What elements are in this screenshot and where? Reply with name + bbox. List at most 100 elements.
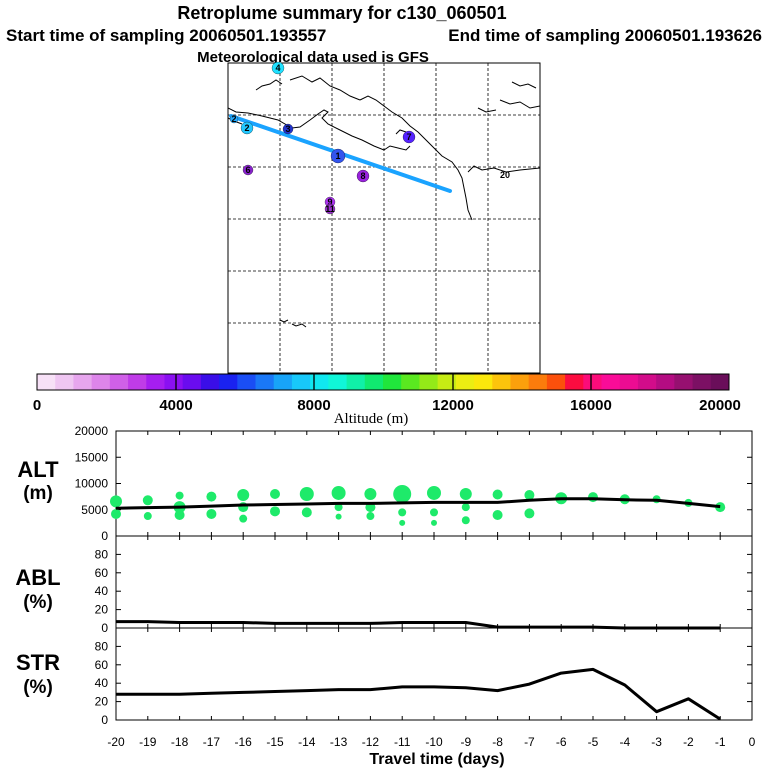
colorbar-cell xyxy=(601,374,621,390)
colorbar-cell xyxy=(128,374,147,390)
colorbar-cell xyxy=(637,374,657,390)
alt-scatter-point xyxy=(366,512,375,521)
abl-panel-frame xyxy=(115,535,753,629)
alt-scatter-point xyxy=(142,495,153,506)
abl-panel: 80 60 40 20 0 xyxy=(95,535,753,635)
colorbar-cell xyxy=(237,374,257,390)
map-point-label: 20 xyxy=(500,170,510,180)
colorbar-cell xyxy=(656,374,675,390)
map-point-marker xyxy=(324,203,336,215)
colorbar-cell xyxy=(200,374,220,390)
time-series-panels: 20000 15000 10000 5000 0 80 60 40 20 0 80 60 40 20 0 -2… xyxy=(75,424,756,749)
alt-scatter-point xyxy=(461,503,470,512)
colorbar-tick-label: 8000 xyxy=(297,397,330,414)
map-point: 3 xyxy=(282,123,294,135)
alt-scatter-point xyxy=(335,513,342,520)
map-graticule xyxy=(228,63,540,373)
colorbar-cell xyxy=(401,374,420,390)
colorbar-tick-label: 16000 xyxy=(570,397,612,414)
alt-scatter-point xyxy=(270,506,280,517)
x-tick-label: -6 xyxy=(556,735,567,749)
map-point-label: 6 xyxy=(245,165,250,175)
map-point-label: 3 xyxy=(285,124,290,134)
colorbar-cell xyxy=(273,374,293,390)
map-point: 7 xyxy=(402,130,416,144)
colorbar-cell xyxy=(73,374,93,390)
colorbar-cell xyxy=(492,374,511,390)
map-point: 4 xyxy=(271,61,285,75)
colorbar-cell xyxy=(164,374,184,390)
alt-scatter-point xyxy=(399,519,406,526)
map-point-label: 9 xyxy=(327,197,332,207)
alt-scatter-point xyxy=(301,507,312,518)
alt-scatter-point xyxy=(430,508,438,517)
colorbar-cell xyxy=(55,374,74,390)
colorbar-frame xyxy=(36,373,730,391)
alt-scatter-point xyxy=(524,490,535,501)
alt-scatter-point xyxy=(524,508,535,519)
colorbar-cell xyxy=(583,374,603,390)
y-tick-label: 15000 xyxy=(75,450,109,464)
colorbar-tick-label: 20000 xyxy=(699,397,741,414)
str-series-line xyxy=(116,667,722,721)
alt-scatter-point xyxy=(110,495,122,508)
y-tick-label: 60 xyxy=(95,566,109,580)
x-tick-label: -18 xyxy=(171,735,189,749)
colorbar-cell xyxy=(710,374,730,390)
alt-scatter-point xyxy=(427,485,441,500)
str-panel-unit: (%) xyxy=(23,677,53,698)
map-point-label: 11 xyxy=(325,204,335,214)
map-point-label: 2 xyxy=(231,114,236,124)
x-tick-label: -16 xyxy=(235,735,253,749)
map-point-label: 1 xyxy=(335,151,340,161)
colorbar-cell xyxy=(255,374,275,390)
alt-scatter-point xyxy=(175,491,184,500)
abl-panel-unit: (%) xyxy=(23,592,53,613)
str-panel-title: STR xyxy=(16,650,60,675)
map-panel: 4 2 3 2 1 7 6 8 xyxy=(227,61,541,374)
colorbar-cell xyxy=(182,374,202,390)
map-point-marker xyxy=(242,164,254,176)
colorbar-cell xyxy=(510,374,530,390)
map-point-label: 2 xyxy=(244,123,249,133)
colorbar-cell xyxy=(310,374,329,390)
colorbar-tick-marks xyxy=(175,374,592,390)
alt-panel-title: ALT xyxy=(17,457,59,482)
y-tick-label: 0 xyxy=(101,529,108,543)
x-tick-label: -20 xyxy=(107,735,125,749)
colorbar-cell xyxy=(328,374,348,390)
colorbar-cell xyxy=(674,374,694,390)
y-tick-label: 40 xyxy=(95,584,109,598)
alt-scatter-point xyxy=(206,491,217,502)
x-tick-label: -4 xyxy=(619,735,630,749)
map-point: 2 xyxy=(229,114,239,124)
colorbar-cell xyxy=(37,374,56,390)
colorbar-cell xyxy=(565,374,584,390)
alt-scatter-point xyxy=(461,516,470,525)
map-point-marker xyxy=(402,130,416,144)
y-tick-label: 80 xyxy=(95,639,109,653)
colorbar-cell xyxy=(546,374,566,390)
colorbar-cell xyxy=(619,374,639,390)
map-point: 2 xyxy=(240,121,254,135)
alt-scatter-point xyxy=(459,488,472,500)
colorbar: 0 4000 8000 12000 16000 20000 Altitude (… xyxy=(33,373,741,427)
map-point-marker xyxy=(356,169,370,183)
alt-scatter-point xyxy=(331,485,346,500)
x-tick-label: -19 xyxy=(139,735,157,749)
colorbar-tick-label: 12000 xyxy=(432,397,474,414)
alt-scatter-point xyxy=(143,512,152,521)
colorbar-cell xyxy=(692,374,712,390)
start-time-label: Start time of sampling 20060501.193557 xyxy=(6,26,326,45)
y-tick-label: 80 xyxy=(95,547,109,561)
alt-scatter-point xyxy=(299,487,314,501)
colorbar-cell xyxy=(419,374,439,390)
alt-panel: 20000 15000 10000 5000 0 xyxy=(75,424,753,543)
map-point: 6 xyxy=(242,164,254,176)
map-point-marker xyxy=(282,123,294,135)
map-point-label: 8 xyxy=(360,171,365,181)
map-point-label: 7 xyxy=(406,132,411,142)
alt-scatter-point xyxy=(206,508,217,519)
met-data-label: Meteorological data used is GFS xyxy=(197,49,429,66)
